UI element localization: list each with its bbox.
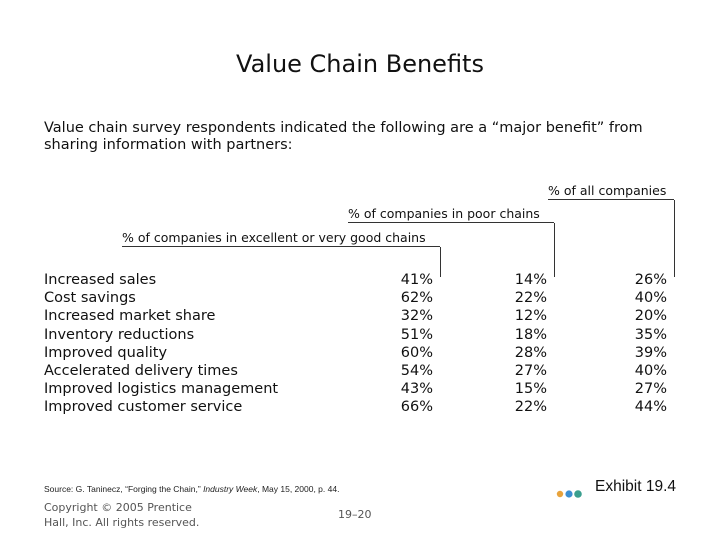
header-all-companies: % of all companies [548,183,674,200]
table-row: Improved customer service 66% 22% 44% [44,398,670,416]
value-all: 39% [634,344,667,361]
page-number: 19–20 [338,508,372,521]
value-poor: 15% [514,381,547,398]
value-excellent: 41% [400,272,433,288]
value-poor: 22% [514,399,547,416]
value-poor: 14% [514,272,547,288]
table-row: Accelerated delivery times 54% 27% 40% [44,362,670,380]
dot-teal [574,490,582,498]
slide-title: Value Chain Benefits [236,50,484,78]
dot-blue [565,490,573,498]
value-poor: 27% [514,363,547,379]
dot-orange [556,490,564,498]
row-label: Cost savings [44,290,136,307]
table-row: Inventory reductions 51% 18% 35% [44,326,670,344]
value-all: 35% [634,326,667,343]
value-excellent: 60% [400,344,433,361]
value-all: 40% [634,363,667,379]
header-all-connector [674,200,675,277]
row-label: Improved logistics management [44,381,279,398]
row-label: Improved customer service [44,399,243,416]
value-excellent: 66% [400,399,433,416]
row-label: Improved quality [44,344,168,361]
value-all: 26% [634,272,667,288]
table-row: Improved logistics management 43% 15% 27% [44,380,670,398]
value-poor: 22% [514,290,547,307]
value-all: 44% [634,399,667,416]
decorative-dots-icon [556,490,582,498]
row-label: Increased sales [44,272,157,288]
copyright-notice: Copyright © 2005 Prentice Hall, Inc. All… [44,501,200,529]
exhibit-label: Exhibit 19.4 [595,478,676,495]
header-excellent-connector [440,247,441,277]
value-excellent: 32% [400,308,433,325]
value-all: 40% [634,290,667,307]
header-poor-connector [554,223,555,277]
value-all: 27% [634,381,667,398]
source-citation: Source: G. Taninecz, “Forging the Chain,… [44,484,340,494]
value-all: 20% [634,308,667,325]
intro-text: Value chain survey respondents indicated… [44,120,643,153]
row-label: Accelerated delivery times [44,363,238,379]
value-excellent: 51% [400,326,433,343]
value-poor: 18% [514,326,547,343]
row-label: Inventory reductions [44,326,195,343]
header-excellent-chains: % of companies in excellent or very good… [122,230,440,247]
value-excellent: 62% [400,290,433,307]
value-poor: 28% [514,344,547,361]
row-label: Increased market share [44,308,216,325]
value-poor: 12% [514,308,547,325]
table-row: Increased market share 32% 12% 20% [44,307,670,325]
value-excellent: 43% [400,381,433,398]
table-row: Improved quality 60% 28% 39% [44,344,670,362]
value-excellent: 54% [400,363,433,379]
header-poor-chains: % of companies in poor chains [348,206,554,223]
table-row: Cost savings 62% 22% 40% [44,289,670,307]
table-row: Increased sales 41% 14% 26% [44,271,670,289]
